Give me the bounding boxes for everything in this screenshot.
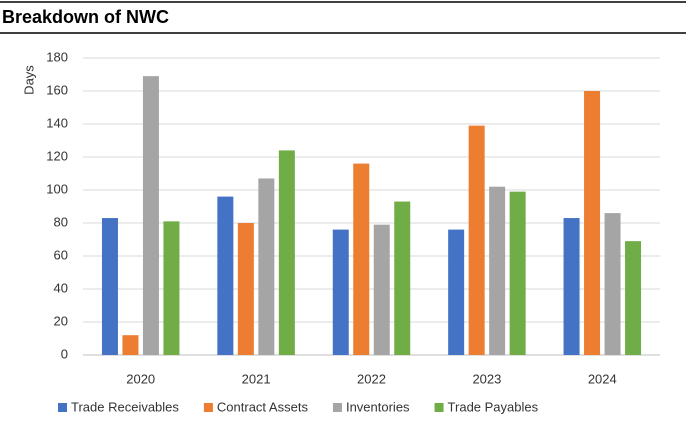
bar xyxy=(373,224,390,355)
bar xyxy=(142,76,159,356)
legend-label: Trade Receivables xyxy=(71,399,179,414)
legend-label: Trade Payables xyxy=(448,399,539,414)
bar xyxy=(237,223,254,355)
bar xyxy=(163,221,180,355)
bar xyxy=(394,201,411,355)
y-tick-label: 120 xyxy=(46,148,68,163)
bar xyxy=(101,218,118,355)
legend-swatch xyxy=(434,403,444,412)
x-tick-label: 2020 xyxy=(126,371,155,386)
y-tick-label: 20 xyxy=(54,313,68,328)
legend-swatch xyxy=(203,403,213,412)
bar xyxy=(217,196,234,355)
y-tick-label: 100 xyxy=(46,181,68,196)
legend-label: Contract Assets xyxy=(217,399,309,414)
x-tick-label: 2024 xyxy=(588,371,617,386)
bar xyxy=(563,218,580,355)
chart-title: Breakdown of NWC xyxy=(2,7,169,27)
y-tick-label: 140 xyxy=(46,115,68,130)
bar xyxy=(489,186,506,355)
bar xyxy=(258,178,275,355)
bar xyxy=(468,125,485,356)
bar xyxy=(509,191,526,355)
y-tick-label: 160 xyxy=(46,82,68,97)
y-tick-label: 40 xyxy=(54,280,68,295)
y-tick-label: 80 xyxy=(54,214,68,229)
bar xyxy=(353,163,370,355)
legend-swatch xyxy=(332,403,342,412)
bar xyxy=(122,335,139,355)
y-tick-label: 180 xyxy=(46,49,68,64)
legend-label: Inventories xyxy=(346,399,410,414)
x-tick-label: 2021 xyxy=(242,371,271,386)
y-tick-label: 60 xyxy=(54,247,68,262)
bar xyxy=(278,150,295,355)
bar xyxy=(332,229,349,355)
bar xyxy=(448,229,465,355)
bar xyxy=(604,213,621,355)
y-tick-label: 0 xyxy=(61,346,68,361)
legend-swatch xyxy=(58,403,67,412)
x-tick-label: 2023 xyxy=(472,371,501,386)
bar xyxy=(584,91,601,355)
y-axis-label: Days xyxy=(21,65,36,95)
x-tick-label: 2022 xyxy=(357,371,386,386)
bar xyxy=(625,241,642,355)
